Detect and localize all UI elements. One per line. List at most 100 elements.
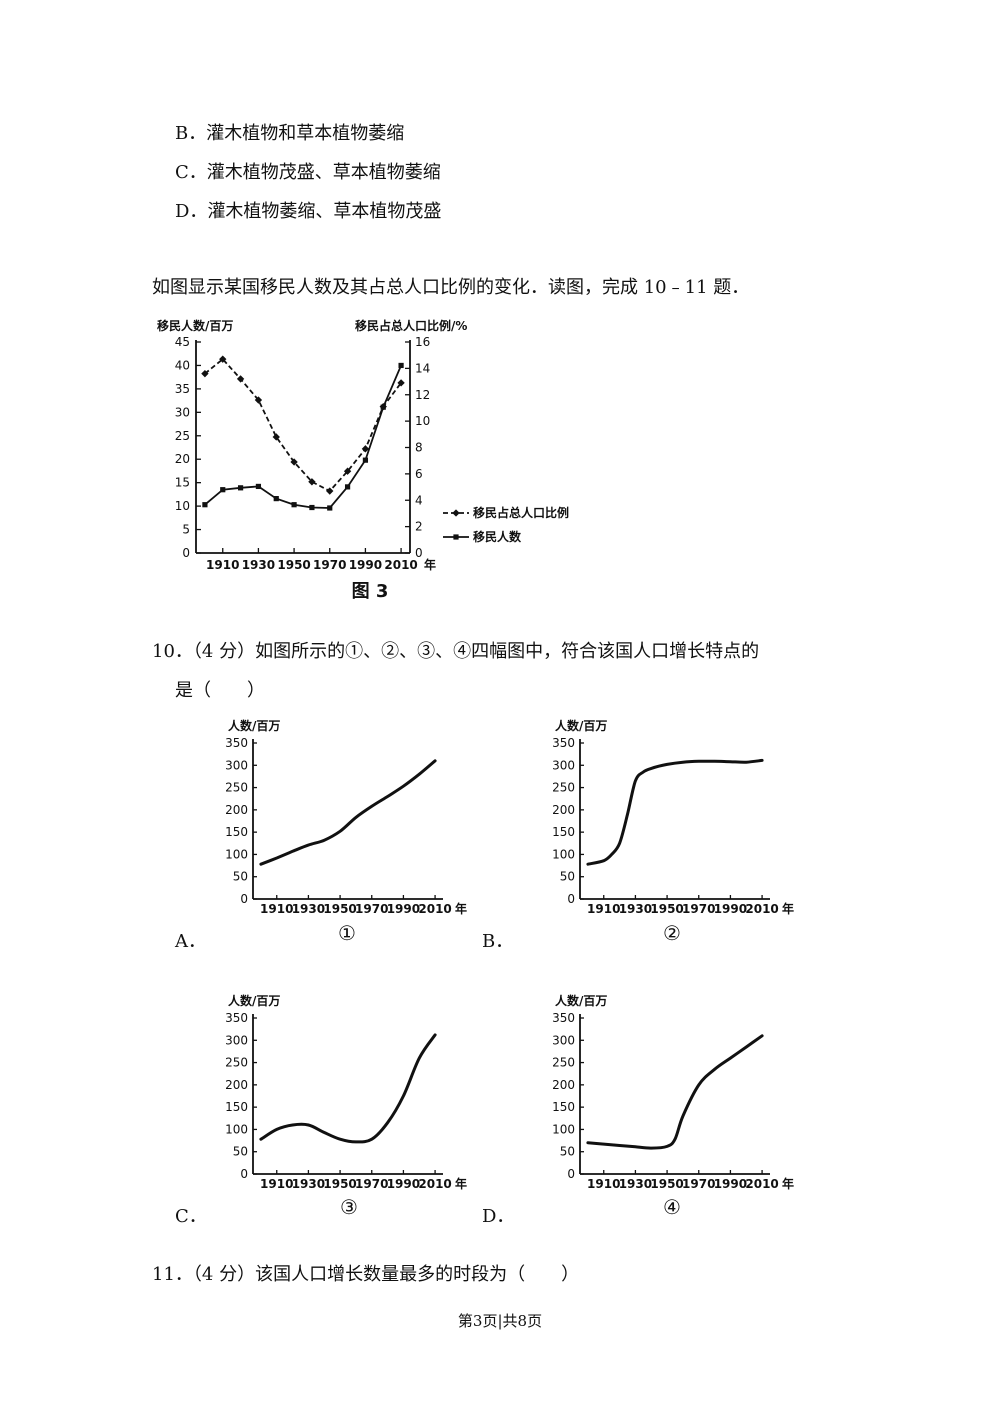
graph-2-option: B． [482, 931, 514, 952]
x-tick-label: 1950 [650, 902, 683, 916]
right-tick-label: 6 [415, 467, 423, 481]
x-tick-label: 1930 [292, 902, 325, 916]
y-tick-label: 150 [225, 825, 248, 839]
population-curve [259, 759, 437, 866]
question-11: 11．（4 分）该国人口增长数量最多的时段为（ ） [152, 1264, 580, 1285]
data-point [326, 487, 334, 495]
x-tick-label: 1910 [587, 1177, 620, 1191]
left-tick-label: 30 [175, 405, 190, 419]
graph-4-option: D． [482, 1206, 515, 1227]
y-tick-label: 350 [552, 736, 575, 750]
y-tick-label: 50 [560, 1145, 575, 1159]
y-tick-label: 100 [552, 847, 575, 861]
option-b: B．灌木植物和草本植物萎缩 [175, 122, 404, 146]
x-tick-label: 1990 [714, 902, 747, 916]
data-point [220, 487, 226, 493]
x-tick-label: 1910 [587, 902, 620, 916]
data-point [202, 502, 208, 508]
y-tick-label: 250 [225, 781, 248, 795]
y-tick-label: 300 [225, 758, 248, 772]
x-tick-label: 1990 [387, 902, 420, 916]
series-line-1 [204, 357, 402, 493]
x-axis-unit: 年 [782, 901, 794, 916]
data-point [237, 485, 244, 491]
graph-number-label: ④ [663, 1195, 681, 1219]
y-tick-label: 100 [225, 1122, 248, 1136]
x-tick-label: 1990 [714, 1177, 747, 1191]
data-point [398, 362, 404, 369]
data-point [327, 505, 333, 511]
right-tick-label: 10 [415, 414, 430, 428]
graph-number-label: ③ [340, 1195, 358, 1219]
data-point [255, 483, 262, 490]
right-tick-label: 2 [415, 520, 423, 534]
data-point [344, 484, 351, 490]
data-point [291, 502, 297, 508]
option-letter: D． [175, 201, 208, 222]
x-tick-label: 2010 [418, 1177, 451, 1191]
figure-title: 图 3 [352, 581, 389, 602]
population-curve [586, 1034, 764, 1150]
y-tick-label: 200 [552, 1078, 575, 1092]
data-point [236, 375, 245, 383]
y-tick-label: 300 [552, 758, 575, 772]
y-tick-label: 0 [567, 1167, 575, 1181]
x-tick-label: 1910 [260, 902, 293, 916]
x-tick-label: 1970 [682, 902, 715, 916]
x-tick-label: 1910 [260, 1177, 293, 1191]
left-tick-label: 25 [175, 429, 190, 443]
y-tick-label: 50 [233, 870, 248, 884]
x-tick-label: 1950 [277, 558, 310, 572]
y-tick-label: 0 [567, 892, 575, 906]
graph-number-label: ① [338, 921, 356, 945]
x-tick-label: 2010 [384, 558, 417, 572]
x-tick-label: 1950 [650, 1177, 683, 1191]
data-point [361, 445, 370, 453]
data-point [254, 396, 263, 404]
data-point [201, 369, 209, 378]
data-point [272, 433, 280, 441]
data-point [343, 467, 352, 475]
y-tick-label: 200 [225, 803, 248, 817]
intro-text: 如图显示某国移民人数及其占总人口比例的变化．读图，完成 10﹣11 题． [152, 277, 750, 298]
graph-1-option: A． [175, 931, 206, 952]
left-tick-label: 10 [175, 499, 190, 513]
x-axis-unit: 年 [424, 557, 436, 572]
graph-number-label: ② [663, 921, 681, 945]
option-letter: B． [175, 123, 207, 144]
population-curve [259, 1033, 437, 1144]
right-tick-label: 0 [415, 546, 423, 560]
x-tick-label: 1970 [355, 902, 388, 916]
x-tick-label: 1950 [323, 1177, 356, 1191]
legend-dashed-marker [452, 509, 460, 517]
y-tick-label: 250 [225, 1056, 248, 1070]
left-tick-label: 0 [182, 546, 190, 560]
left-tick-label: 45 [175, 335, 190, 349]
data-point [273, 496, 279, 502]
question-10-line1: 10．（4 分）如图所示的①、②、③、④四幅图中，符合该国人口增长特点的 [152, 641, 760, 662]
y-tick-label: 200 [552, 803, 575, 817]
option-text: 灌木植物和草本植物萎缩 [206, 123, 405, 144]
y-tick-label: 300 [225, 1033, 248, 1047]
x-axis-unit: 年 [782, 1176, 794, 1191]
legend-label: 移民人数 [473, 529, 522, 544]
right-axis-title: 移民占总人口比例/% [355, 318, 467, 333]
y-tick-label: 50 [560, 870, 575, 884]
x-axis-unit: 年 [455, 901, 467, 916]
left-tick-label: 5 [182, 523, 190, 537]
x-tick-label: 1990 [387, 1177, 420, 1191]
data-point [380, 404, 386, 410]
data-point [309, 504, 315, 511]
y-tick-label: 100 [552, 1122, 575, 1136]
right-tick-label: 16 [415, 335, 430, 349]
left-tick-label: 20 [175, 452, 190, 466]
y-tick-label: 350 [225, 736, 248, 750]
x-tick-label: 1970 [682, 1177, 715, 1191]
y-axis-title: 人数/百万 [228, 718, 280, 733]
x-tick-label: 1930 [242, 558, 275, 572]
y-axis-title: 人数/百万 [555, 993, 607, 1008]
x-tick-label: 2010 [745, 1177, 778, 1191]
